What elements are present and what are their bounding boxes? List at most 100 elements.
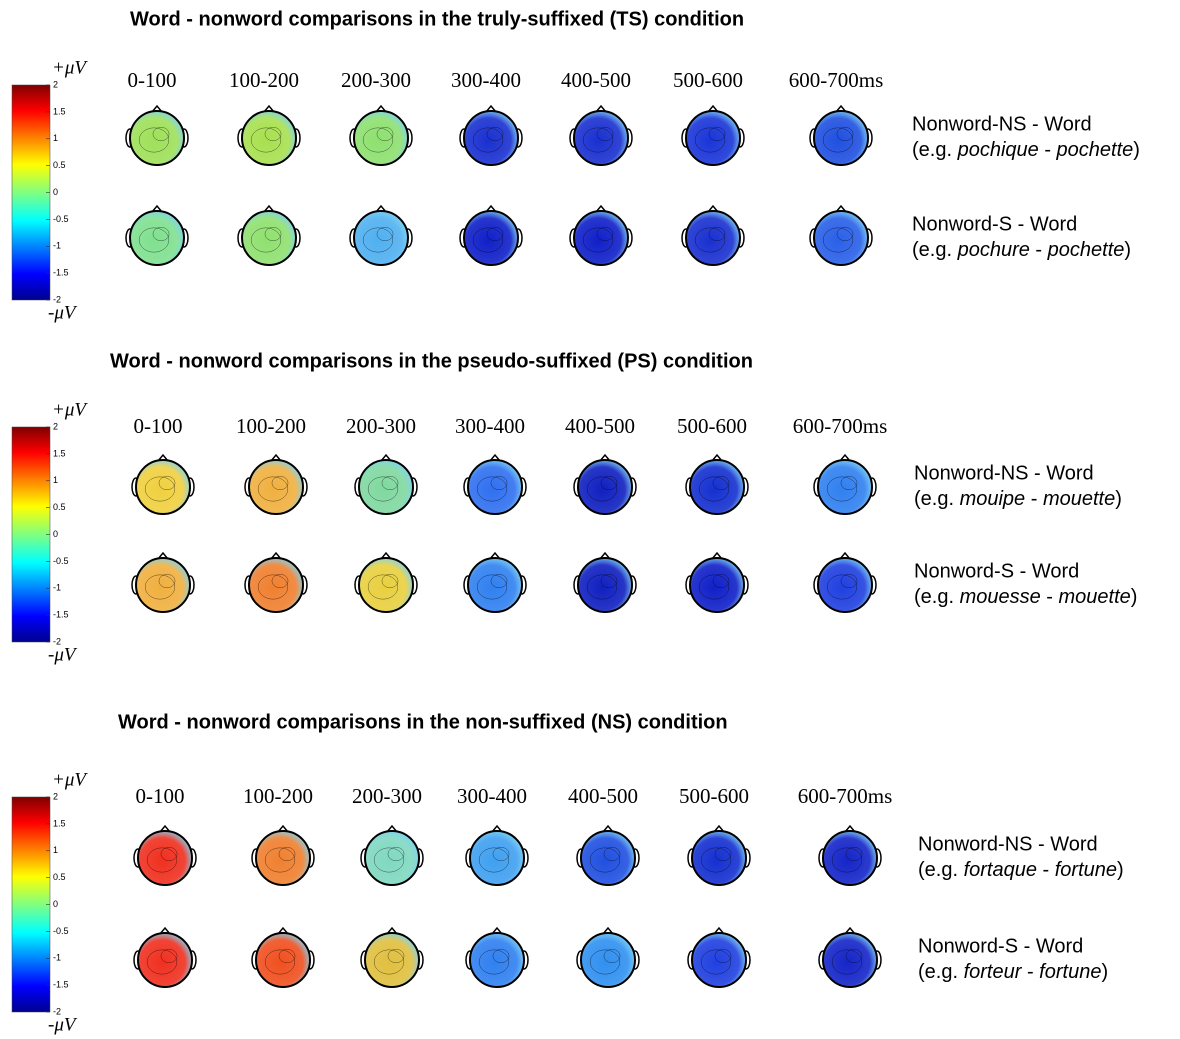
contour — [714, 949, 732, 963]
example-part: mouette — [1059, 586, 1131, 608]
contour — [472, 127, 504, 153]
contour — [264, 127, 282, 141]
colorbar-tick-label: -2 — [53, 636, 61, 646]
contour — [144, 476, 176, 502]
contour — [250, 127, 282, 153]
topomap — [687, 926, 751, 988]
contour — [822, 127, 854, 153]
example-part: (e.g. — [914, 488, 960, 510]
contour — [472, 227, 504, 253]
time-window-label: 200-300 — [352, 784, 422, 808]
colorbar-top-label: +μV — [52, 769, 88, 790]
scalp-map — [135, 459, 191, 515]
scalp-map — [817, 557, 873, 613]
topomap — [818, 824, 882, 886]
colorbar-tick-label: 1 — [53, 845, 58, 855]
contour — [264, 847, 296, 873]
contour — [712, 574, 730, 588]
scalp-map — [353, 210, 409, 266]
example-part: mouesse — [960, 586, 1041, 608]
example-part: (e.g. — [914, 586, 960, 608]
row-example: (e.g. forteur - fortune) — [918, 961, 1108, 983]
scalp-map — [822, 932, 878, 988]
contour — [694, 227, 726, 253]
contour — [712, 476, 730, 490]
contour — [160, 949, 178, 963]
contour — [146, 949, 178, 975]
time-window-label: 500-600 — [673, 68, 743, 92]
example-part: mouipe — [960, 488, 1026, 510]
contour — [376, 227, 394, 241]
topomap — [349, 204, 413, 266]
example-part: fortaque — [964, 859, 1037, 881]
row-label: Nonword-NS - Word — [918, 833, 1098, 855]
contour — [271, 574, 289, 588]
topomap — [360, 824, 424, 886]
topomap — [681, 104, 745, 166]
time-window-label: 400-500 — [565, 414, 635, 438]
colorbar-tick-label: -2 — [53, 294, 61, 304]
contour — [845, 949, 863, 963]
colorbar-tick-label: 0 — [53, 187, 58, 197]
topomap — [459, 104, 523, 166]
topomap — [125, 104, 189, 166]
topomap — [809, 204, 873, 266]
contour — [586, 476, 618, 502]
colorbar-tick-label: 1.5 — [53, 448, 66, 458]
colorbar-tick-label: -1 — [53, 953, 61, 963]
topomap — [685, 453, 749, 515]
topomap — [360, 926, 424, 988]
scalp-map — [580, 932, 636, 988]
panel-title: Word - nonword comparisons in the pseudo… — [110, 350, 753, 372]
contour — [373, 949, 405, 975]
contour — [492, 949, 510, 963]
scalp-map — [813, 110, 869, 166]
topomap — [244, 551, 308, 613]
example-part: ) — [1131, 586, 1138, 608]
scalp-map — [255, 932, 311, 988]
colorbar-tick-label: 2 — [53, 791, 58, 801]
scalp-map — [685, 210, 741, 266]
example-part: (e.g. — [912, 239, 958, 261]
contour — [367, 574, 399, 600]
row-example: (e.g. mouesse - mouette) — [914, 586, 1137, 608]
scalp-map — [129, 210, 185, 266]
contour — [138, 227, 170, 253]
contour — [600, 476, 618, 490]
scalp-map — [573, 210, 629, 266]
contour — [476, 476, 508, 502]
row-label: Nonword-S - Word — [914, 560, 1079, 582]
example-part: ) — [1133, 139, 1140, 161]
contour — [708, 227, 726, 241]
topomap — [237, 204, 301, 266]
time-window-label: 200-300 — [341, 68, 411, 92]
topomap — [251, 824, 315, 886]
colorbar-tick-label: -1.5 — [53, 980, 69, 990]
colorbar-tick-label: 2 — [53, 421, 58, 431]
scalp-map — [358, 557, 414, 613]
example-part: - — [1037, 859, 1055, 881]
colorbar-tick-label: 1.5 — [53, 106, 66, 116]
topomap — [569, 104, 633, 166]
row-example: (e.g. fortaque - fortune) — [918, 859, 1124, 881]
scalp-map — [580, 830, 636, 886]
scalp-map — [463, 110, 519, 166]
contour — [836, 127, 854, 141]
contour — [362, 127, 394, 153]
contour — [250, 227, 282, 253]
example-part: ) — [1117, 859, 1124, 881]
contour — [490, 476, 508, 490]
example-part: - — [1030, 239, 1048, 261]
contour — [826, 574, 858, 600]
topomap — [465, 824, 529, 886]
contour — [160, 847, 178, 861]
example-part: fortune — [1055, 859, 1117, 881]
colorbar-tick-label: -0.5 — [53, 556, 69, 566]
example-part: pochique — [957, 139, 1039, 161]
colorbar — [11, 426, 51, 643]
contour — [144, 574, 176, 600]
row-label: Nonword-S - Word — [912, 213, 1077, 235]
topomap — [573, 551, 637, 613]
time-window-label: 500-600 — [679, 784, 749, 808]
